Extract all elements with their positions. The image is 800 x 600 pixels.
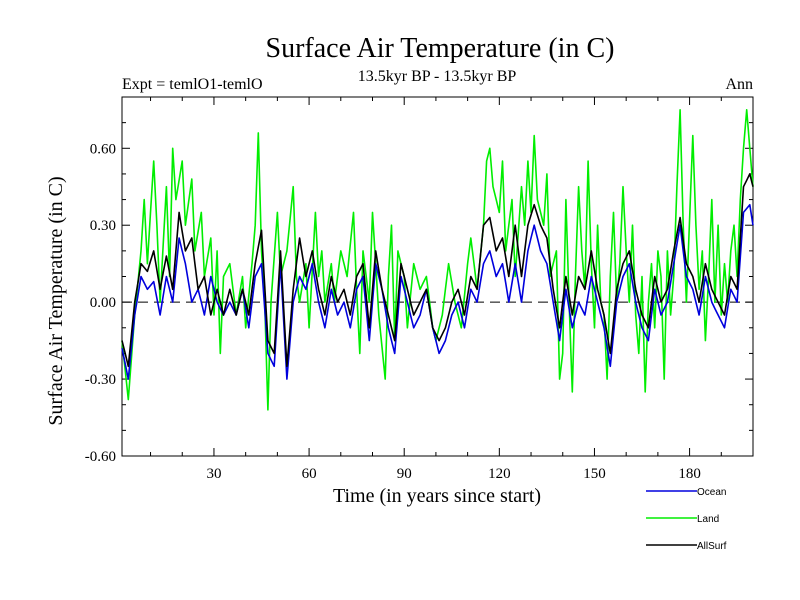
x-tick-label: 60 xyxy=(302,466,317,482)
legend: Ocean Land AllSurf xyxy=(646,487,727,552)
y-tick-label: 0.60 xyxy=(90,141,116,157)
chart-subtitle-center: 13.5kyr BP - 13.5kyr BP xyxy=(358,68,517,85)
plot-area: 30 60 90 120 150 180 -0.60 -0.30 0.00 0.30 0.60 xyxy=(85,96,754,482)
chart-title: Surface Air Temperature (in C) xyxy=(266,33,615,64)
x-tick-label: 30 xyxy=(206,466,221,482)
x-axis-label: Time (in years since start) xyxy=(333,485,541,507)
y-tick-label: -0.60 xyxy=(85,449,116,465)
y-tick-label: -0.30 xyxy=(85,372,116,388)
y-tick-label: 0.30 xyxy=(90,218,116,234)
chart-subtitle-left: Expt = temlO1-temlO xyxy=(122,76,263,93)
legend-label-allsurf: AllSurf xyxy=(697,541,727,552)
x-tick-label: 180 xyxy=(678,466,701,482)
x-tick-label: 90 xyxy=(397,466,412,482)
legend-label-land: Land xyxy=(697,514,719,525)
x-tick-label: 150 xyxy=(583,466,606,482)
series-line-allsurf xyxy=(121,173,754,368)
x-tick-label: 120 xyxy=(488,466,511,482)
y-tick-label: 0.00 xyxy=(90,295,116,311)
chart-subtitle-right: Ann xyxy=(725,76,753,93)
series-line-land xyxy=(121,109,754,411)
y-axis-label: Surface Air Temperature (in C) xyxy=(45,176,67,425)
series-line-ocean xyxy=(121,203,754,380)
legend-label-ocean: Ocean xyxy=(697,487,726,498)
